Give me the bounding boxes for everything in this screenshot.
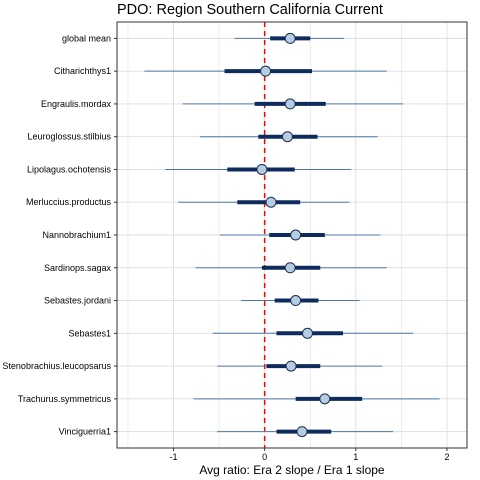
y-tick-label: Leuroglossus.stilbius — [27, 132, 111, 142]
point-estimate — [284, 262, 296, 274]
point-estimate-layer — [256, 32, 331, 438]
point-estimate — [290, 229, 302, 241]
point-estimate — [284, 98, 296, 110]
point-estimate — [256, 163, 268, 175]
chart-title: PDO: Region Southern California Current — [117, 2, 383, 18]
point-estimate — [260, 65, 272, 77]
x-tick-label: -1 — [170, 452, 178, 462]
y-tick-label: Lipolagus.ochotensis — [27, 164, 112, 174]
y-tick-label: Stenobrachius.leucopsarus — [2, 361, 111, 371]
point-estimate — [281, 131, 293, 143]
y-tick-label: Nannobrachium1 — [42, 230, 111, 240]
point-estimate — [296, 426, 308, 438]
y-tick-label: Sardinops.sagax — [44, 263, 112, 273]
point-estimate — [319, 393, 331, 405]
point-estimate — [301, 327, 313, 339]
y-tick-label: Vinciguerria1 — [59, 427, 111, 437]
point-estimate — [284, 32, 296, 44]
point-estimate — [285, 360, 297, 372]
y-tick-label: Sebastes.jordani — [44, 296, 111, 306]
x-tick-label: 1 — [353, 452, 358, 462]
point-estimate — [290, 295, 302, 307]
y-tick-label: Trachurus.symmetricus — [18, 394, 112, 404]
y-tick-label: Merluccius.productus — [26, 197, 112, 207]
y-tick-label: global mean — [62, 33, 111, 43]
point-estimate — [265, 196, 277, 208]
y-tick-label: Sebastes1 — [68, 328, 111, 338]
y-axis-ticks: global mean Citharichthys1 Engraulis.morda… — [2, 33, 117, 437]
x-tick-label: 0 — [262, 452, 267, 462]
y-tick-label: Engraulis.mordax — [41, 99, 112, 109]
x-axis-label: Avg ratio: Era 2 slope / Era 1 slope — [199, 463, 385, 477]
x-tick-label: 2 — [444, 452, 449, 462]
x-axis-ticks: -1 0 1 2 — [170, 448, 449, 462]
y-tick-label: Citharichthys1 — [54, 66, 111, 76]
